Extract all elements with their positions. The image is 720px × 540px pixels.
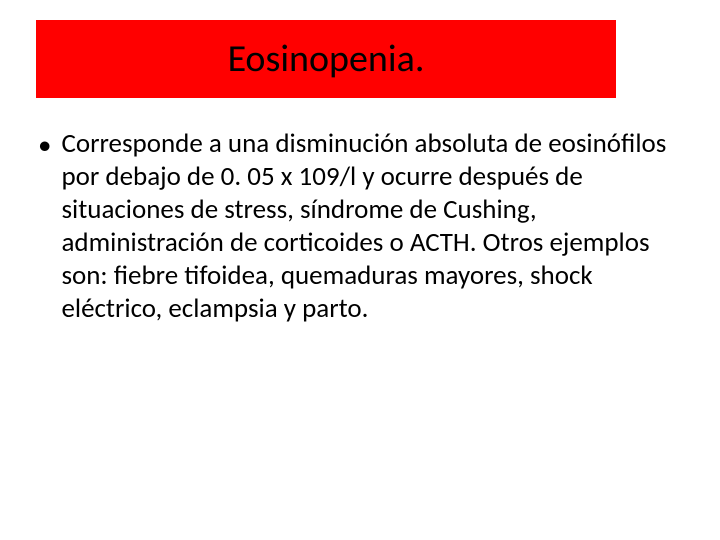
slide-title: Eosinopenia. xyxy=(228,36,425,82)
bullet-item: • Corresponde a una disminución absoluta… xyxy=(38,128,672,326)
bullet-text: Corresponde a una disminución absoluta d… xyxy=(61,128,672,326)
body-area: • Corresponde a una disminución absoluta… xyxy=(38,128,672,326)
slide: Eosinopenia. • Corresponde a una disminu… xyxy=(0,0,720,540)
bullet-marker: • xyxy=(38,130,51,163)
title-band: Eosinopenia. xyxy=(36,20,616,98)
